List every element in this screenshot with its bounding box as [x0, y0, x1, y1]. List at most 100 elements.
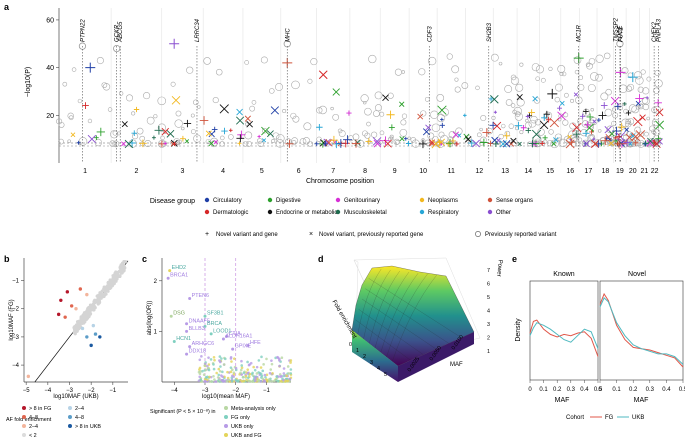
known-variant-point	[109, 140, 116, 147]
novel-variant-plus-point	[322, 141, 329, 147]
gene-label: MHC	[285, 28, 291, 42]
known-variant-point	[196, 105, 201, 109]
x-tick-label: −5	[23, 388, 31, 394]
legend-swatch	[22, 433, 26, 437]
variant-point	[231, 368, 234, 371]
novel-variant-cross-point	[496, 137, 501, 143]
legend-swatch	[68, 424, 72, 428]
known-variant-point	[501, 123, 506, 129]
panel-c-legend-items: Meta-analysis only FG only UKB only UKB and…	[224, 406, 276, 439]
annotated-variant-point	[185, 322, 189, 326]
known-variant-point	[407, 136, 411, 140]
novel-variant-cross-point	[635, 130, 646, 140]
novel-variant-plus-point	[139, 139, 147, 148]
known-variant-point	[219, 141, 225, 147]
variant-point	[260, 376, 263, 379]
x-tick-label: 0.4	[580, 387, 589, 393]
variant-point	[270, 362, 274, 366]
variant-point	[110, 280, 114, 284]
variant-point	[213, 358, 216, 362]
novel-variant-plus-point	[528, 109, 535, 116]
known-variant-point	[58, 138, 64, 145]
known-variant-point	[374, 91, 383, 100]
known-variant-point	[573, 56, 582, 64]
novel-variant-cross-point	[246, 120, 253, 128]
variant-point	[218, 355, 222, 358]
known-variant-point	[193, 134, 202, 143]
novel-variant-cross-point	[531, 129, 542, 139]
known-variant-point	[635, 76, 644, 85]
enriched-variant-point	[63, 315, 67, 319]
novel-variant-cross-point	[171, 95, 181, 105]
panel-d-z-label: Power	[495, 259, 502, 276]
chromosome-tick-label: 22	[651, 168, 659, 175]
known-variant-point	[498, 61, 503, 66]
known-variant-point	[528, 119, 537, 128]
novel-variant-plus-point	[285, 139, 294, 148]
known-variant-point	[561, 71, 567, 77]
variant-point	[199, 370, 202, 373]
known-variant-point	[292, 115, 300, 123]
y-tick-label: 20	[46, 113, 54, 120]
panel-a-points	[56, 38, 665, 149]
variant-point	[264, 375, 267, 379]
novel-variant-cross-point	[205, 130, 212, 137]
known-variant-point	[360, 94, 369, 103]
novel-variant-cross-point	[332, 88, 340, 96]
enriched-variant-point	[69, 304, 74, 308]
known-variant-point	[399, 128, 408, 137]
novel-variant-cross-point	[161, 127, 170, 136]
novel-variant-cross-point	[608, 140, 615, 147]
variant-point	[121, 269, 125, 273]
variant-point	[225, 380, 229, 383]
variant-point	[96, 302, 100, 306]
panel-e-lines	[529, 292, 684, 368]
known-variant-point	[131, 111, 136, 116]
known-variant-point	[533, 97, 541, 104]
known-variant-point	[612, 112, 619, 119]
panel-a-legend: Disease group Circulatory Digestive Genito…	[150, 197, 557, 238]
known-variant-point	[461, 82, 469, 89]
variant-point	[257, 359, 261, 362]
novel-variant-plus-point	[520, 124, 527, 131]
known-variant-point	[519, 130, 524, 135]
novel-variant-cross-point	[573, 92, 579, 97]
variant-point	[114, 278, 118, 282]
surface-mesh-line	[369, 270, 400, 344]
known-variant-point	[446, 53, 453, 60]
known-variant-point	[577, 118, 584, 125]
variant-point	[268, 371, 272, 375]
novel-variant-cross-point	[383, 139, 392, 148]
y-tick-label: 1	[356, 348, 359, 354]
variant-point	[91, 302, 95, 306]
novel-variant-plus-point	[418, 139, 428, 149]
known-variant-point	[475, 85, 480, 91]
novel-variant-plus-point	[492, 140, 499, 148]
novel-variant-plus-point	[221, 127, 228, 135]
novel-variant-cross-point	[437, 105, 447, 115]
y-tick-label: 4	[377, 366, 380, 372]
y-tick-label: 1	[154, 329, 158, 335]
panel-b-legend-title: AF fold enrichment	[6, 417, 52, 423]
novel-variant-cross-point	[429, 141, 435, 147]
x-tick-label: −3	[66, 388, 74, 394]
variant-point	[269, 368, 273, 371]
enriched-variant-point	[78, 287, 83, 291]
known-variant-point	[569, 122, 577, 130]
panel-a-x-ticks: 1 2 3 4 5 6 7 8 9 10 11 12 13 14 15 16 17 18 19 20 21 22	[83, 168, 659, 175]
known-variant-point	[654, 69, 661, 76]
known-variant-point	[316, 107, 323, 114]
marker-legend-novel-variant-reported-gene: Novel variant, previously reported gene	[319, 232, 424, 238]
variant-point	[286, 379, 290, 382]
x-tick-label: 0.3	[567, 387, 576, 393]
known-variant-point	[600, 92, 609, 101]
known-variant-point	[96, 56, 104, 65]
known-variant-point	[368, 54, 377, 64]
novel-variant-plus-point	[211, 126, 218, 133]
known-variant-point	[401, 113, 408, 119]
variant-point	[207, 356, 210, 359]
variant-point	[80, 320, 84, 324]
known-variant-point	[550, 139, 559, 149]
legend-swatch	[224, 406, 228, 410]
